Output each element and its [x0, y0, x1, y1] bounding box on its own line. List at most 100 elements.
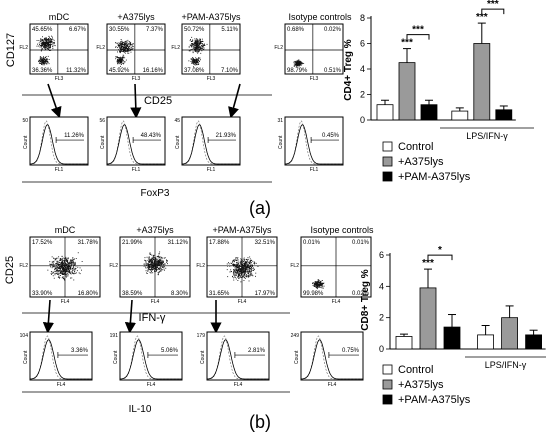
event-dot — [191, 61, 193, 63]
event-dot — [249, 256, 251, 258]
event-dot — [148, 256, 150, 258]
event-dot — [317, 284, 318, 285]
legend-swatch — [382, 156, 393, 167]
event-dot — [149, 269, 151, 271]
event-dot — [233, 279, 235, 281]
event-dot — [50, 273, 52, 275]
event-dot — [40, 40, 42, 42]
event-dot — [38, 40, 40, 41]
event-dot — [63, 270, 64, 272]
event-dot — [64, 258, 65, 260]
event-dot — [248, 265, 250, 267]
group-label: LPS/IFN-γ — [466, 131, 508, 141]
event-dot — [71, 270, 73, 272]
event-dot — [68, 265, 70, 267]
event-dot — [123, 57, 124, 59]
event-dot — [61, 269, 63, 271]
event-dot — [38, 45, 40, 47]
event-dot — [195, 42, 197, 44]
event-dot — [121, 43, 123, 44]
event-dot — [235, 272, 237, 274]
event-dot — [155, 266, 157, 268]
event-dot — [246, 263, 248, 265]
event-dot — [245, 275, 247, 277]
event-dot — [57, 266, 59, 268]
event-dot — [195, 43, 197, 45]
event-dot — [52, 38, 54, 40]
event-dot — [68, 272, 70, 274]
event-dot — [194, 60, 196, 62]
event-dot — [47, 45, 48, 47]
event-dot — [157, 255, 159, 257]
quadrant-percent: 0.51% — [324, 68, 342, 74]
event-dot — [235, 274, 237, 276]
event-dot — [50, 40, 52, 42]
event-dot — [241, 259, 242, 261]
event-dot — [125, 46, 127, 48]
event-dot — [151, 264, 153, 266]
event-dot — [149, 254, 151, 255]
event-dot — [239, 266, 240, 268]
event-dot — [45, 60, 47, 62]
event-dot — [67, 264, 68, 266]
event-dot — [66, 265, 68, 267]
event-dot — [151, 264, 152, 266]
event-dot — [248, 275, 250, 276]
event-dot — [132, 43, 134, 45]
dot-axis-x-label: FL4 — [61, 299, 70, 305]
event-dot — [237, 257, 239, 259]
significance-marker: *** — [412, 25, 424, 36]
event-dot — [39, 46, 41, 48]
event-dot — [152, 257, 154, 259]
event-dot — [70, 267, 71, 269]
event-dot — [199, 41, 201, 43]
event-dot — [155, 268, 156, 270]
event-dot — [48, 47, 50, 48]
event-dot — [191, 44, 193, 46]
event-dot — [42, 39, 44, 41]
event-dot — [201, 45, 202, 46]
event-dot — [313, 283, 315, 285]
event-dot — [117, 62, 119, 64]
event-dot — [239, 276, 241, 278]
event-dot — [59, 277, 60, 279]
event-dot — [47, 61, 48, 63]
event-dot — [150, 253, 152, 255]
event-dot — [155, 271, 157, 272]
event-dot — [47, 46, 49, 48]
event-dot — [52, 265, 54, 267]
event-dot — [66, 263, 68, 265]
event-dot — [157, 258, 159, 260]
event-dot — [123, 51, 125, 53]
event-dot — [293, 65, 295, 67]
event-dot — [40, 38, 42, 40]
event-dot — [50, 47, 51, 49]
histogram-axis-y-label: Count — [113, 350, 119, 364]
event-dot — [121, 41, 123, 42]
event-dot — [322, 283, 324, 285]
event-dot — [192, 39, 194, 41]
event-dot — [60, 263, 62, 265]
event-dot — [123, 55, 125, 57]
event-dot — [152, 269, 154, 270]
event-dot — [191, 43, 193, 45]
histogram-ymax-label: 249 — [291, 333, 300, 339]
event-dot — [128, 47, 130, 49]
event-dot — [49, 263, 51, 265]
event-dot — [56, 270, 58, 271]
event-dot — [74, 270, 75, 272]
event-dot — [300, 61, 301, 63]
event-dot — [41, 43, 43, 45]
event-dot — [67, 261, 68, 263]
event-dot — [295, 63, 297, 65]
event-dot — [143, 263, 145, 265]
event-dot — [143, 265, 145, 267]
event-dot — [75, 265, 77, 267]
event-dot — [45, 39, 47, 41]
event-dot — [64, 261, 65, 263]
event-dot — [199, 48, 200, 50]
event-dot — [241, 267, 242, 269]
event-dot — [248, 271, 250, 273]
histogram-isotype-curve — [285, 120, 343, 165]
event-dot — [128, 52, 130, 54]
